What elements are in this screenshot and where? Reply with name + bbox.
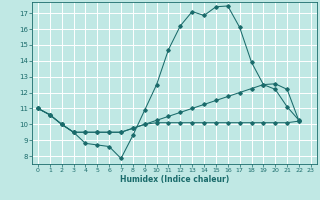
X-axis label: Humidex (Indice chaleur): Humidex (Indice chaleur) — [120, 175, 229, 184]
